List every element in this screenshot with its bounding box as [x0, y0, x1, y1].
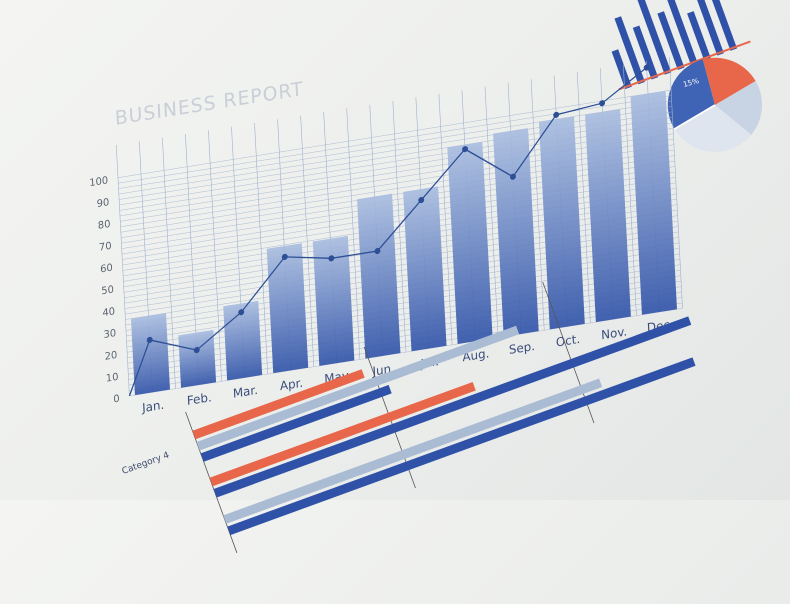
- grid-line-v: [208, 130, 222, 382]
- grid-line-v: [530, 79, 545, 331]
- horizontal-bar-chart: Category 4: [82, 238, 719, 600]
- grid-line-v: [162, 137, 176, 389]
- bar-jan: [130, 313, 170, 396]
- bar-aug: [447, 141, 493, 344]
- bar-blue-1: [200, 384, 392, 462]
- chart-title: BUSINESS REPORT: [114, 78, 304, 130]
- line-point-jul: [418, 197, 425, 204]
- pie-chart: 15%: [654, 44, 776, 166]
- x-tick-label: Sep.: [509, 339, 536, 357]
- partial-bar-chart-top: [589, 0, 751, 91]
- y-tick-label: 0: [113, 394, 120, 406]
- bar-orange-1: [192, 369, 365, 440]
- line-point-may: [328, 255, 335, 262]
- grid-line-v: [576, 71, 591, 324]
- line-point-sep: [509, 173, 516, 180]
- bar-sep: [493, 128, 539, 337]
- grid-line-v: [300, 115, 315, 367]
- bar-dec: [630, 90, 677, 315]
- top-bar: [665, 0, 698, 66]
- top-bar: [688, 0, 724, 56]
- grid-line-v: [622, 64, 637, 316]
- grid-line-v: [484, 86, 499, 338]
- grid-line-v: [346, 108, 361, 360]
- y-tick-label: 10: [106, 372, 119, 385]
- bar-nov: [585, 109, 631, 323]
- line-point-mar: [238, 309, 245, 316]
- top-bar: [611, 49, 632, 90]
- bar-oct: [538, 116, 585, 330]
- line-point-oct: [553, 111, 560, 118]
- grid-line-v: [392, 101, 407, 353]
- y-tick-label: 60: [100, 263, 113, 276]
- line-point-dec: [643, 64, 650, 71]
- bar-light-2: [223, 378, 603, 524]
- y-tick-label: 30: [103, 328, 116, 341]
- x-tick-label: Nov.: [601, 324, 628, 342]
- grid-line-v: [254, 122, 268, 375]
- y-tick-label: 70: [99, 241, 112, 254]
- y-tick-label: 90: [96, 197, 109, 210]
- grid-line-v: [115, 144, 130, 397]
- grid-line-v: [669, 57, 683, 309]
- bar-mar: [223, 300, 263, 381]
- x-tick-label: Jan.: [141, 398, 165, 416]
- top-accent-line: [618, 40, 751, 91]
- x-tick-label: Mar.: [233, 383, 259, 401]
- bar-blue-3: [227, 357, 696, 536]
- bar-blue-2: [213, 316, 692, 498]
- y-tick-label: 100: [89, 175, 108, 189]
- business-report-chart: BUSINESS REPORT 0 10 20 30 40 50 60 70 80 90 100 Jan…: [64, 0, 714, 434]
- line-point-apr: [281, 253, 288, 260]
- bar-jul: [403, 186, 447, 352]
- x-tick-label: Oct.: [556, 332, 581, 350]
- bar-may: [312, 235, 355, 366]
- x-tick-label: Apr.: [280, 376, 304, 394]
- y-tick-label: 40: [102, 306, 115, 319]
- bar-feb: [178, 329, 217, 388]
- line-point-jan: [146, 336, 153, 343]
- top-bar: [657, 11, 685, 71]
- bar-apr: [266, 243, 309, 374]
- y-tick-label: 50: [101, 284, 114, 297]
- line-point-nov: [599, 100, 606, 107]
- y-tick-label: 80: [98, 219, 111, 232]
- line-point-aug: [462, 146, 469, 153]
- x-tick-label: Feb.: [187, 390, 212, 408]
- pie-label: 15%: [682, 76, 700, 89]
- line-point-feb: [193, 347, 200, 354]
- top-bar: [632, 25, 659, 80]
- bar-jun: [357, 193, 401, 359]
- top-bar: [637, 0, 672, 75]
- bar-light-1: [196, 325, 520, 451]
- grid-line-v: [438, 93, 453, 345]
- bar-orange-2: [209, 381, 476, 487]
- top-bar: [614, 16, 645, 85]
- top-bar: [687, 11, 711, 61]
- y-tick-label: 20: [104, 350, 117, 363]
- line-point-jun: [374, 247, 381, 255]
- top-bar: [708, 0, 738, 51]
